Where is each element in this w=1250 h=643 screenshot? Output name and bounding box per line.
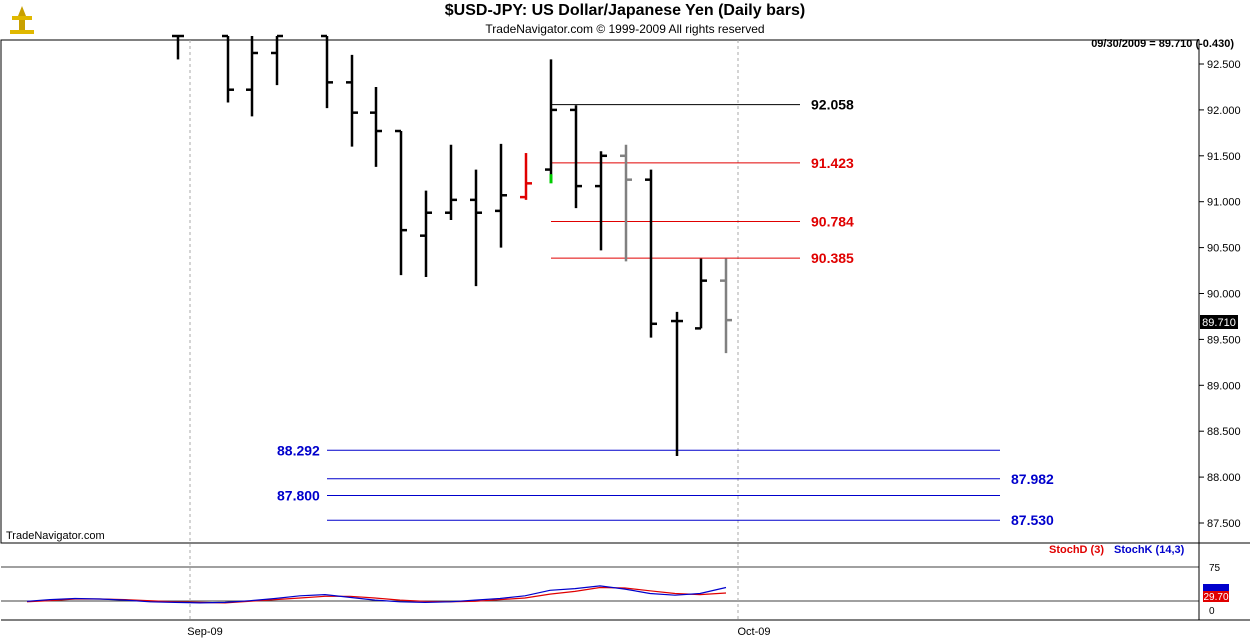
ohlc-bar bbox=[445, 144, 457, 221]
y-tick-label: 90.500 bbox=[1207, 243, 1241, 255]
y-tick-label: 88.000 bbox=[1207, 472, 1241, 484]
level-label: 87.530 bbox=[1011, 512, 1054, 528]
chart-subtitle: TradeNavigator.com © 1999-2009 All right… bbox=[485, 22, 765, 36]
level-label: 88.292 bbox=[277, 442, 320, 458]
y-tick-label: 88.500 bbox=[1207, 426, 1241, 438]
app-logo-icon bbox=[10, 6, 34, 34]
ohlc-bar bbox=[645, 169, 657, 338]
ohlc-bar bbox=[595, 151, 607, 251]
chart-title: $USD-JPY: US Dollar/Japanese Yen (Daily … bbox=[444, 2, 806, 19]
ohlc-bar bbox=[720, 258, 732, 354]
stochd-line bbox=[26, 586, 727, 604]
y-tick-label: 89.500 bbox=[1207, 334, 1241, 346]
y-tick-label: 91.000 bbox=[1207, 197, 1241, 209]
level-label: 91.423 bbox=[811, 155, 854, 171]
stochd-legend: StochD (3) bbox=[1049, 544, 1104, 556]
y-tick-label: 89.000 bbox=[1207, 380, 1241, 392]
last-price-box bbox=[1200, 315, 1238, 329]
level-label: 87.982 bbox=[1011, 471, 1054, 487]
y-tick-label: 92.500 bbox=[1207, 59, 1241, 71]
x-tick-label: Sep-09 bbox=[187, 626, 222, 638]
ohlc-bar bbox=[420, 190, 432, 277]
ohlc-bar bbox=[495, 143, 507, 248]
y-tick-label: 91.500 bbox=[1207, 151, 1241, 163]
y-tick-label: 92.000 bbox=[1207, 105, 1241, 117]
ohlc-bar bbox=[346, 54, 358, 147]
ohlc-bar bbox=[520, 153, 532, 200]
stochk-line bbox=[26, 585, 727, 604]
ohlc-bar bbox=[172, 34, 184, 60]
y-tick-label: 90.000 bbox=[1207, 289, 1241, 301]
last-price-label: 89.710 bbox=[1202, 317, 1236, 329]
ohlc-bar bbox=[222, 34, 234, 103]
stoch-value-box-d bbox=[1203, 591, 1229, 602]
ohlc-bar bbox=[545, 59, 557, 182]
ohlc-bar bbox=[321, 34, 333, 109]
ohlc-bar bbox=[470, 169, 482, 287]
brand-label: TradeNavigator.com bbox=[6, 530, 105, 542]
level-label: 87.800 bbox=[277, 487, 320, 503]
stochk-legend: StochK (14,3) bbox=[1114, 544, 1185, 556]
x-tick-label: Oct-09 bbox=[737, 626, 770, 638]
ohlc-bar bbox=[395, 129, 407, 276]
stoch-value-box-k bbox=[1203, 584, 1229, 592]
ohlc-bar bbox=[671, 311, 683, 456]
y-tick-label: 87.500 bbox=[1207, 518, 1241, 530]
stoch-level-75-label: 75 bbox=[1209, 563, 1221, 574]
price-panel-frame bbox=[0, 39, 1200, 544]
stoch-value-label: 29.70 bbox=[1203, 592, 1228, 603]
ohlc-bar bbox=[695, 258, 707, 330]
level-label: 90.784 bbox=[811, 214, 854, 230]
ohlc-bar bbox=[271, 34, 283, 86]
ohlc-bar bbox=[620, 144, 632, 262]
level-label: 90.385 bbox=[811, 250, 854, 266]
stoch-level-0-label: 0 bbox=[1209, 606, 1215, 617]
last-value-info: 09/30/2009 = 89.710 (-0.430) bbox=[1091, 38, 1234, 50]
ohlc-bar bbox=[570, 105, 582, 209]
ohlc-bar bbox=[246, 36, 258, 117]
ohlc-bar bbox=[370, 86, 382, 167]
level-label: 92.058 bbox=[811, 97, 854, 113]
